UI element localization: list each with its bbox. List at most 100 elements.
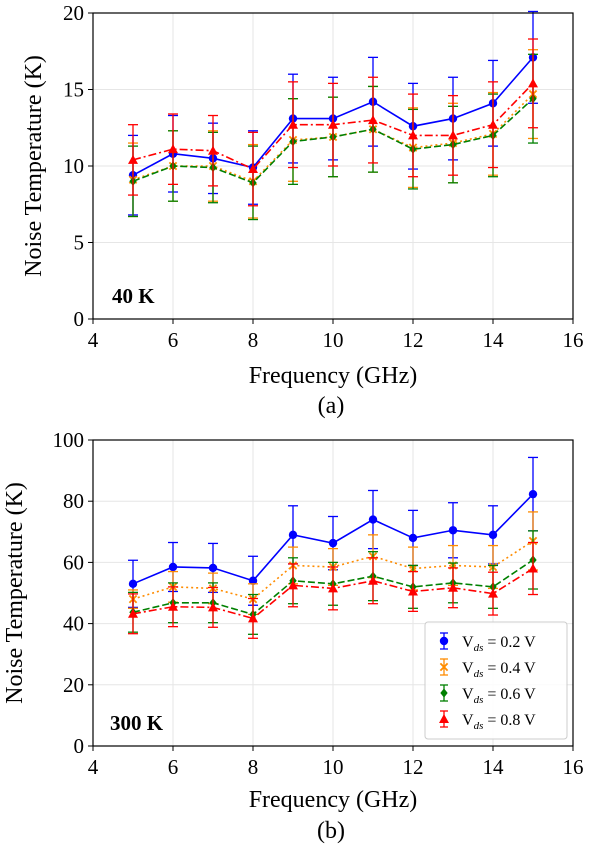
legend-item: Vds = 0.6 V — [440, 684, 536, 706]
data-point — [328, 538, 338, 548]
y-tick-label: 100 — [53, 428, 85, 452]
x-tick-label: 12 — [403, 328, 424, 352]
legend-marker — [439, 714, 449, 723]
x-tick-label: 4 — [88, 755, 99, 779]
data-point — [248, 164, 258, 174]
legend-label-sub: ds — [474, 642, 484, 654]
x-tick-label: 16 — [563, 755, 584, 779]
x-axis-title: Frequency (GHz) — [249, 787, 418, 813]
data-point — [208, 602, 218, 612]
x-tick-label: 16 — [563, 328, 584, 352]
y-axis-title: Noise Temperature (K) — [21, 55, 47, 277]
x-tick-label: 4 — [88, 328, 99, 352]
legend-label-rest: = 0.4 V — [483, 660, 536, 677]
data-point — [528, 563, 538, 573]
data-point — [208, 563, 218, 573]
y-tick-label: 20 — [63, 1, 84, 25]
y-tick-label: 0 — [74, 734, 85, 758]
temperature-annotation: 40 K — [112, 284, 155, 308]
y-tick-label: 0 — [74, 307, 85, 331]
legend-box — [424, 621, 568, 740]
legend-label-sub: ds — [474, 668, 484, 680]
panel-caption: (a) — [318, 393, 345, 419]
x-tick-label: 14 — [483, 755, 505, 779]
data-point — [128, 154, 138, 164]
legend-marker-stroke-b — [439, 662, 449, 672]
legend-marker — [439, 662, 449, 672]
legend-label: Vds = 0.2 V — [462, 634, 536, 654]
legend-label-rest: = 0.2 V — [483, 634, 536, 651]
data-point — [168, 144, 178, 154]
data-point — [408, 586, 418, 596]
data-point — [328, 583, 338, 593]
data-point — [208, 145, 218, 155]
legend-label-rest: = 0.6 V — [483, 686, 536, 703]
legend-item: Vds = 0.8 V — [439, 710, 536, 732]
data-point — [168, 601, 178, 611]
legend-label-main: V — [462, 712, 474, 729]
panel-a: 4 6 8 10 12 14 16 0 5 10 15 20 40 K Frequency (GHz) No… — [21, 1, 584, 419]
data-point — [488, 588, 498, 598]
legend-label: Vds = 0.8 V — [462, 712, 536, 732]
legend-label-main: V — [462, 686, 474, 703]
data-point — [288, 530, 298, 540]
legend-label-main: V — [462, 634, 474, 651]
legend-label-sub: ds — [474, 694, 484, 706]
legend-marker — [440, 688, 448, 698]
legend-label: Vds = 0.4 V — [462, 660, 536, 680]
axes-frame — [92, 439, 574, 747]
x-tick-label: 10 — [323, 755, 344, 779]
data-point — [368, 115, 378, 125]
data-point — [128, 579, 138, 589]
data-point — [488, 530, 498, 540]
data-point — [408, 533, 418, 543]
x-tick-label: 14 — [483, 328, 505, 352]
data-point — [528, 489, 538, 499]
y-tick-label: 40 — [63, 612, 84, 636]
y-tick-label: 5 — [74, 231, 85, 255]
legend-item: Vds = 0.4 V — [439, 658, 536, 680]
data-point — [248, 576, 258, 585]
panel-b: 4 6 8 10 12 14 16 0 20 40 60 80 100 300 K Frequency (G… — [2, 428, 584, 844]
data-point — [448, 526, 458, 535]
legend-item: Vds = 0.2 V — [439, 632, 536, 654]
legend-label-sub: ds — [474, 720, 484, 732]
data-point — [168, 562, 178, 572]
x-tick-label: 6 — [168, 755, 179, 779]
x-tick-label: 8 — [248, 328, 259, 352]
legend-label-main: V — [462, 660, 474, 677]
legend-marker — [439, 636, 449, 646]
x-tick-label: 6 — [168, 328, 179, 352]
panel-caption: (b) — [317, 818, 345, 844]
series-line — [132, 93, 534, 183]
y-tick-label: 60 — [63, 550, 84, 574]
data-point — [328, 119, 338, 129]
x-tick-label: 8 — [248, 755, 259, 779]
legend-label: Vds = 0.6 V — [462, 686, 536, 706]
series-3 — [128, 541, 538, 639]
y-axis-title: Noise Temperature (K) — [2, 482, 28, 704]
y-tick-label: 15 — [63, 78, 84, 102]
data-point — [448, 130, 458, 140]
x-tick-label: 10 — [323, 328, 344, 352]
axes-frame — [92, 12, 574, 320]
series-3 — [128, 38, 538, 207]
data-point — [128, 608, 138, 618]
data-point — [288, 580, 298, 590]
data-point — [448, 582, 458, 592]
data-point — [288, 119, 298, 129]
temperature-annotation: 300 K — [110, 711, 164, 735]
y-tick-label: 10 — [63, 154, 84, 178]
x-tick-label: 12 — [403, 755, 424, 779]
y-tick-label: 20 — [63, 673, 84, 697]
legend-label-rest: = 0.8 V — [483, 712, 536, 729]
data-point — [488, 119, 498, 129]
data-point — [248, 613, 258, 623]
data-point — [528, 78, 538, 88]
data-point — [368, 575, 378, 585]
y-tick-label: 80 — [63, 489, 84, 513]
data-point — [368, 515, 378, 524]
data-point — [408, 130, 418, 140]
